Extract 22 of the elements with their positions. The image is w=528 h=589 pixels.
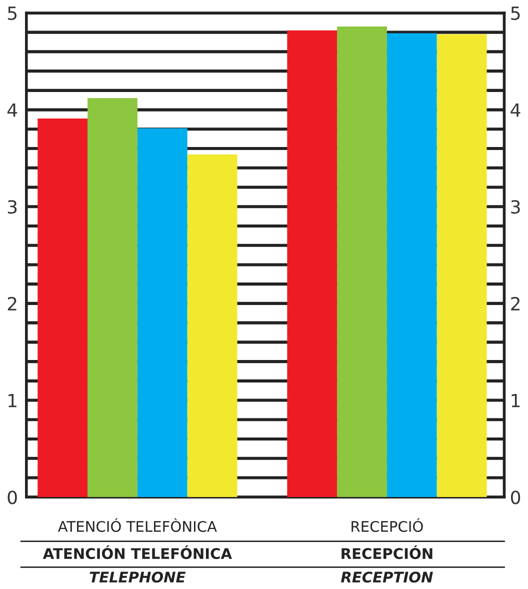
bar [88, 98, 138, 498]
x-tick-label: ATENCIÓ TELEFÒNICA ATENCIÓN TELEFÓNICA TELEPHONE [42, 518, 232, 583]
y-tick-label: 3 [8, 200, 17, 214]
y2-tick-label: 5 [511, 6, 520, 20]
bar [137, 128, 188, 498]
y2-tick-label: 1 [512, 394, 520, 408]
bar [287, 30, 338, 498]
y-tick-label: 0 [8, 490, 17, 504]
y2-tick-label: 4 [510, 103, 520, 117]
y2-tick-label: 0 [510, 490, 520, 504]
x-tick-label: RECEPCIÓ RECEPCIÓN RECEPTION [341, 518, 433, 583]
bar [337, 26, 387, 498]
y2-tick-label: 2 [511, 296, 520, 310]
bar [436, 34, 487, 498]
bar [38, 118, 88, 498]
y2-tick-label: 3 [511, 200, 520, 214]
y-tick-label: 4 [7, 103, 18, 117]
bar [386, 33, 437, 498]
y-tick-label: 1 [8, 394, 16, 408]
bar [187, 154, 238, 498]
y-tick-label: 2 [8, 296, 16, 310]
y-tick-label: 5 [8, 6, 16, 20]
